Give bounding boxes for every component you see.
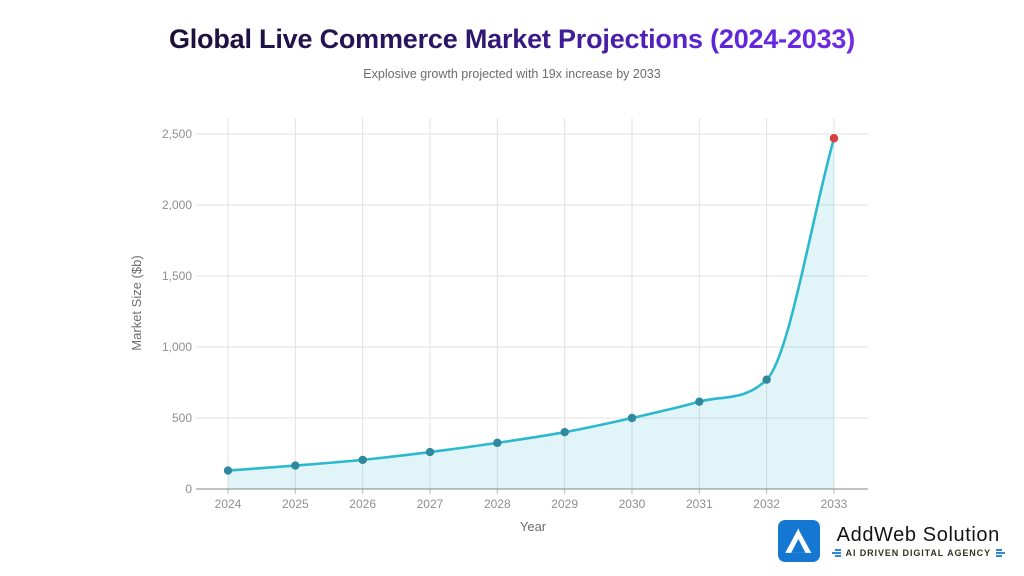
x-tick-label: 2024 bbox=[215, 497, 242, 511]
addweb-logo-icon bbox=[777, 520, 820, 562]
x-tick-label: 2025 bbox=[282, 497, 309, 511]
logo-text-block: AddWeb Solution AI DRIVEN DIGITAL AGENCY bbox=[831, 524, 1006, 558]
soundwave-right-icon bbox=[996, 549, 1005, 557]
area-fill bbox=[228, 138, 834, 489]
data-point bbox=[762, 375, 771, 384]
data-point bbox=[627, 413, 637, 423]
x-tick-label: 2026 bbox=[349, 497, 376, 511]
x-axis-title: Year bbox=[520, 519, 547, 534]
data-point bbox=[560, 428, 569, 437]
x-tick-label: 2032 bbox=[753, 497, 780, 511]
x-tick-label: 2028 bbox=[484, 497, 511, 511]
chart-title: Global Live Commerce Market Projections … bbox=[0, 24, 1024, 55]
x-tick-label: 2027 bbox=[417, 497, 444, 511]
data-point bbox=[358, 455, 367, 465]
market-projections-chart: 0 500 1,000 1,500 2,000 2,500 2024 2025 2026 2027… bbox=[129, 118, 868, 534]
data-point-highlight bbox=[829, 134, 839, 143]
y-tick-label: 2,000 bbox=[162, 198, 192, 212]
chart-subtitle: Explosive growth projected with 19x incr… bbox=[363, 67, 661, 81]
brand-name: AddWeb Solution bbox=[836, 524, 1000, 546]
y-axis-title: Market Size ($b) bbox=[129, 255, 144, 350]
x-tick-label: 2029 bbox=[551, 497, 578, 511]
data-point bbox=[291, 461, 300, 470]
logo-triangle-slit bbox=[798, 529, 813, 553]
brand-logo: AddWeb Solution AI DRIVEN DIGITAL AGENCY bbox=[777, 520, 1006, 562]
data-point bbox=[695, 397, 704, 406]
x-tick-label: 2033 bbox=[821, 497, 848, 511]
y-tick-label: 1,500 bbox=[162, 269, 192, 283]
x-tick-label: 2031 bbox=[686, 497, 713, 511]
y-tick-label: 500 bbox=[172, 411, 192, 425]
y-tick-label: 0 bbox=[185, 482, 192, 496]
x-tick-label: 2030 bbox=[619, 497, 646, 511]
brand-tagline: AI DRIVEN DIGITAL AGENCY bbox=[845, 548, 991, 558]
tagline-row: AI DRIVEN DIGITAL AGENCY bbox=[831, 548, 1006, 558]
data-point bbox=[425, 447, 435, 457]
y-tick-label: 1,000 bbox=[162, 340, 192, 354]
y-tick-label: 2,500 bbox=[162, 127, 192, 141]
soundwave-left-icon bbox=[831, 549, 841, 557]
logo-triangle-notch bbox=[790, 539, 806, 553]
data-point bbox=[493, 438, 502, 448]
data-point bbox=[223, 466, 233, 475]
